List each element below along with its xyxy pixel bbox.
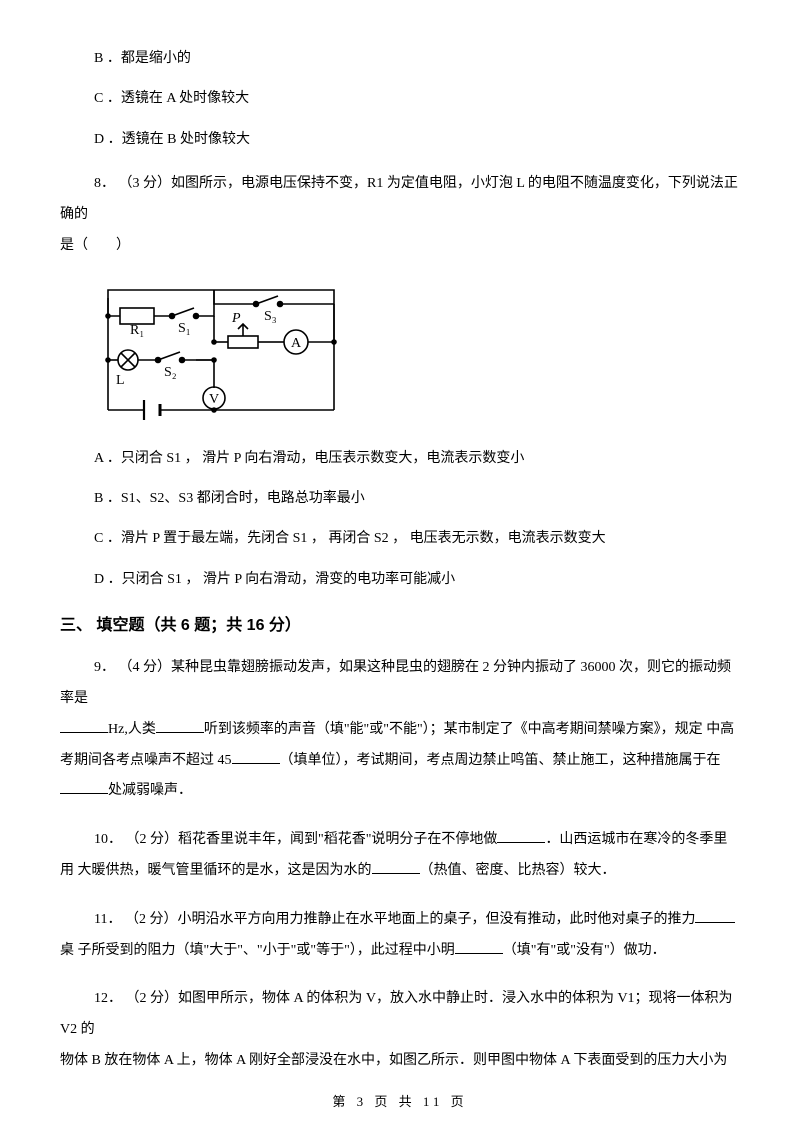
q11-blank-2[interactable] <box>455 938 503 953</box>
q8-option-d: D ．只闭合 S1 ， 滑片 P 向右滑动，滑变的电功率可能减小 <box>94 569 740 591</box>
q9-blank-4[interactable] <box>60 779 108 794</box>
q9-part1: 9． （4 分）某种昆虫靠翅膀振动发声，如果这种昆虫的翅膀在 2 分钟内振动了 … <box>60 653 740 715</box>
option-d: D ．透镜在 B 处时像较大 <box>94 129 740 151</box>
circuit-svg: R₁ S₁ S₃ S₂ L P V A <box>96 280 346 425</box>
q9-blank-3[interactable] <box>232 748 280 763</box>
q10: 10． （2 分）稻花香里说丰年，闻到"稻花香"说明分子在不停地做．山西运城市在… <box>60 825 740 887</box>
q10-part2-prefix: 大暖供热，暖气管里循环的是水，这是因为水的 <box>78 863 372 878</box>
option-c: C ．透镜在 A 处时像较大 <box>94 88 740 110</box>
q11-part2-suffix: （填"有"或"没有"）做功． <box>503 943 666 958</box>
q8-option-a: A ．只闭合 S1 ， 滑片 P 向右滑动，电压表示数变大，电流表示数变小 <box>94 448 740 470</box>
q8-option-b: B ．S1、S2、S3 都闭合时，电路总功率最小 <box>94 488 740 510</box>
q8-stem-line1: 8． （3 分）如图所示，电源电压保持不变，R1 为定值电阻，小灯泡 L 的电阻… <box>60 169 740 231</box>
q11-part1-suffix: 桌 <box>60 943 74 958</box>
q9-part4: 处减弱噪声． <box>108 783 192 798</box>
q10-blank-2[interactable] <box>372 859 420 874</box>
q12: 12． （2 分）如图甲所示，物体 A 的体积为 V，放入水中静止时．浸入水中的… <box>60 984 740 1076</box>
q9-part3-suffix: （填单位），考试期间，考点周边禁止鸣笛、禁止施工，这种措施属于在 <box>280 753 721 768</box>
label-s2: S₂ <box>164 365 177 380</box>
q8-stem-line2: 是（ ） <box>60 231 740 262</box>
q10-part2-suffix: （热值、密度、比热容）较大． <box>420 863 616 878</box>
q11-part2-prefix: 子所受到的阻力（填"大于"、"小于"或"等于"），此过程中小明 <box>78 943 455 958</box>
q8-stem: 8． （3 分）如图所示，电源电压保持不变，R1 为定值电阻，小灯泡 L 的电阻… <box>60 169 740 261</box>
q12-part2: 物体 B 放在物体 A 上，物体 A 刚好全部浸没在水中，如图乙所示．则甲图中物… <box>60 1046 740 1077</box>
q11-blank-1[interactable] <box>695 907 735 922</box>
label-s3: S₃ <box>264 309 277 324</box>
page-footer: 第 3 页 共 11 页 <box>0 1091 800 1110</box>
q9: 9． （4 分）某种昆虫靠翅膀振动发声，如果这种昆虫的翅膀在 2 分钟内振动了 … <box>60 653 740 807</box>
q11-part1: 11． （2 分）小明沿水平方向用力推静止在水平地面上的桌子，但没有推动，此时他… <box>60 905 695 936</box>
label-l: L <box>116 373 125 388</box>
label-a: A <box>291 336 302 351</box>
label-v: V <box>209 392 219 407</box>
circuit-diagram: R₁ S₁ S₃ S₂ L P V A <box>96 280 740 430</box>
q10-part1: 10． （2 分）稻花香里说丰年，闻到"稻花香"说明分子在不停地做 <box>60 825 497 856</box>
q10-blank-1[interactable] <box>497 828 545 843</box>
q9-part2-mid: 听到该频率的声音（填"能"或"不能"）；某市制定了《中高考期间禁噪方案》，规定 <box>204 722 703 737</box>
label-s1: S₁ <box>178 321 191 336</box>
q9-part2-prefix: Hz,人类 <box>108 722 156 737</box>
section-3-heading: 三、 填空题（共 6 题；共 16 分） <box>60 611 740 635</box>
q11: 11． （2 分）小明沿水平方向用力推静止在水平地面上的桌子，但没有推动，此时他… <box>60 905 740 967</box>
label-p: P <box>231 311 241 326</box>
q12-part1: 12． （2 分）如图甲所示，物体 A 的体积为 V，放入水中静止时．浸入水中的… <box>60 984 740 1046</box>
option-b: B ．都是缩小的 <box>94 48 740 70</box>
label-r1: R₁ <box>130 323 144 338</box>
q8-option-c: C ．滑片 P 置于最左端，先闭合 S1 ， 再闭合 S2 ， 电压表无示数，电… <box>94 528 740 550</box>
q9-blank-1[interactable] <box>60 717 108 732</box>
q9-blank-2[interactable] <box>156 717 204 732</box>
